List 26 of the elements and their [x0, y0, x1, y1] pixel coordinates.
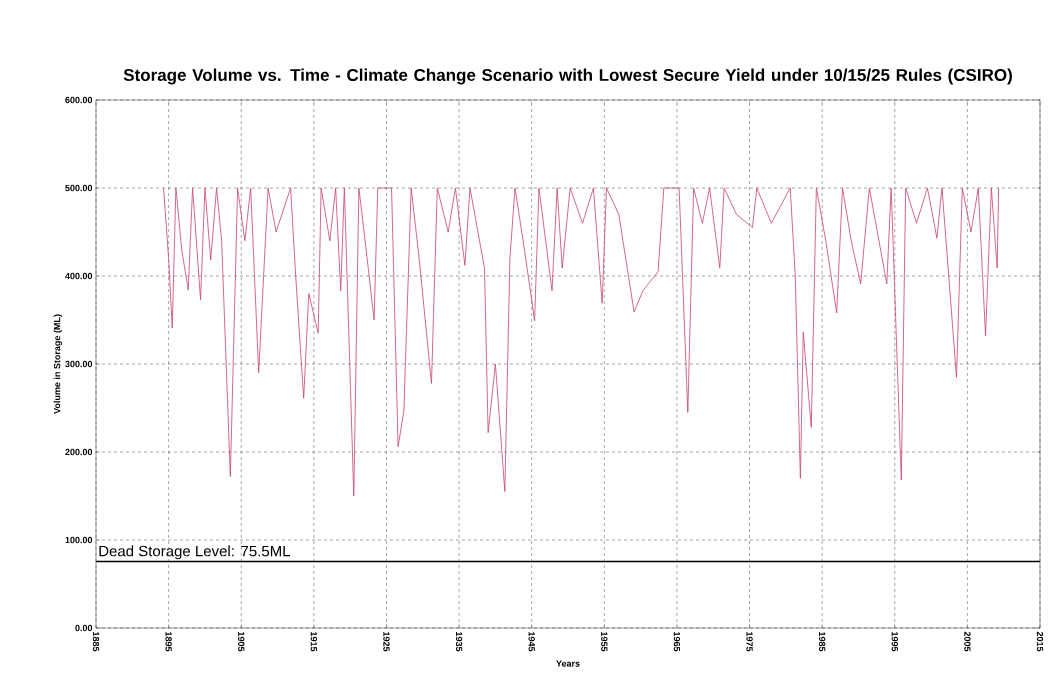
y-tick-label: 500.00 — [65, 184, 93, 192]
y-tick-label: 200.00 — [65, 448, 93, 456]
y-tick-label: 100.00 — [65, 536, 93, 544]
chart-title: Storage Volume vs. Time - Climate Change Scenario with Lowest Secure Yield under 10/15/25 Rules (CSIRO) — [123, 68, 1012, 85]
y-axis-title: Volume in Storage (ML) — [53, 314, 63, 414]
x-tick-label: 1975 — [746, 632, 753, 652]
x-tick-label: 1965 — [673, 632, 681, 652]
x-tick-label: 1915 — [310, 632, 318, 652]
x-tick-label: 1985 — [818, 632, 826, 652]
x-tick-label: 1935 — [455, 632, 463, 652]
y-tick-label: 600.00 — [65, 96, 93, 104]
y-tick-label: 0.00 — [75, 624, 93, 632]
x-tick-label: 1925 — [383, 632, 390, 652]
x-tick-label: 1905 — [238, 632, 245, 652]
x-tick-label: 1995 — [891, 632, 898, 652]
y-tick-label: 400.00 — [65, 272, 93, 280]
x-axis-title: Years — [556, 660, 580, 667]
x-tick-label: 1945 — [528, 632, 535, 652]
x-tick-label: 1955 — [601, 632, 608, 652]
x-tick-label: 2015 — [1036, 631, 1044, 652]
x-tick-label: 2005 — [964, 631, 971, 652]
line-series — [163, 187, 1000, 497]
x-tick-label: 1895 — [165, 632, 172, 652]
y-tick-label: 300.00 — [65, 360, 93, 368]
ref-line-label: Dead Storage Level: 75.5ML — [99, 545, 291, 560]
x-tick-label: 1885 — [92, 632, 100, 652]
